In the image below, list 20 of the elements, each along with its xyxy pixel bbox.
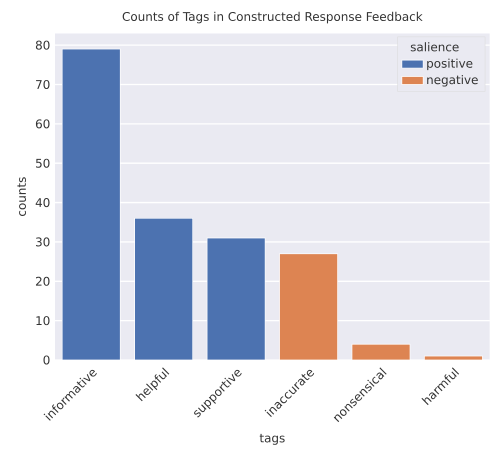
y-axis-title: counts [17, 177, 26, 216]
y-tick-label: 40 [36, 198, 50, 208]
bar [206, 238, 266, 360]
y-tick-label: 20 [36, 276, 50, 286]
legend-label: negative [427, 74, 478, 87]
y-tick-label: 0 [43, 355, 50, 365]
bar [352, 344, 410, 360]
y-tick-label: 10 [36, 316, 50, 326]
y-tick-label: 60 [36, 119, 50, 128]
bar [62, 49, 120, 360]
chart-title: Counts of Tags in Constructed Response Feedback [122, 12, 423, 24]
y-tick-label: 50 [36, 158, 50, 168]
y-tick-label: 80 [36, 40, 50, 50]
y-tick-label: 30 [36, 237, 50, 246]
y-tick-label: 70 [36, 80, 50, 90]
bar [279, 253, 338, 360]
bar [134, 218, 193, 360]
legend-title: salience [410, 42, 459, 52]
x-axis-title: tags [260, 434, 285, 445]
legend-label: positive [427, 58, 472, 70]
